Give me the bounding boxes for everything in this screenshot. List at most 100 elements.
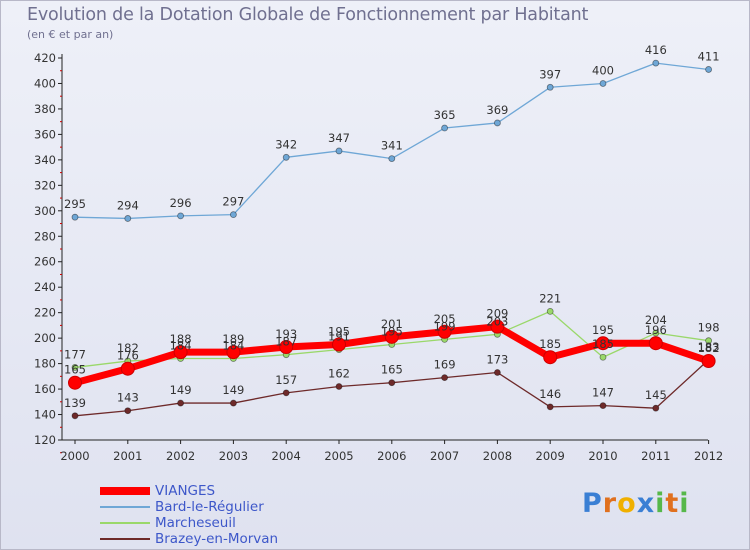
data-point	[596, 336, 610, 351]
legend-label: Bard-le-Régulier	[155, 499, 264, 515]
y-tick-label: 360	[34, 127, 56, 141]
data-point	[546, 83, 554, 91]
data-label: 347	[328, 131, 350, 145]
data-label: 176	[117, 349, 139, 363]
x-tick-label: 2000	[60, 449, 89, 463]
data-label: 195	[592, 323, 614, 337]
data-point	[388, 155, 396, 162]
data-label: 145	[645, 388, 667, 402]
data-label: 184	[170, 339, 192, 353]
data-label: 149	[170, 383, 192, 397]
data-label: 195	[381, 325, 403, 339]
data-point	[71, 213, 79, 221]
data-label: 205	[434, 312, 456, 326]
data-label: 193	[275, 327, 297, 341]
x-tick-label: 2001	[113, 449, 142, 463]
data-label: 198	[698, 321, 720, 335]
data-point	[335, 147, 343, 155]
data-label: 147	[592, 386, 614, 400]
proxiti-logo: Proxiti	[582, 488, 690, 519]
chart-subtitle: (en € et par an)	[27, 28, 114, 41]
data-label: 195	[328, 325, 350, 339]
data-label: 143	[117, 391, 139, 405]
data-point	[384, 329, 399, 344]
data-label: 296	[170, 196, 192, 210]
x-tick-label: 2012	[694, 449, 723, 463]
data-label: 294	[117, 198, 139, 212]
logo-letter: P	[582, 488, 603, 519]
data-label: 341	[381, 139, 403, 153]
data-label: 191	[328, 330, 350, 344]
y-tick-label: 240	[34, 280, 56, 294]
data-label: 146	[539, 387, 561, 401]
data-label: 187	[275, 335, 297, 349]
data-point	[68, 375, 82, 390]
data-point	[177, 212, 185, 220]
x-tick-label: 2005	[324, 449, 353, 463]
x-tick-label: 2006	[377, 449, 406, 463]
data-point	[441, 124, 449, 132]
data-label: 165	[64, 363, 86, 377]
data-label: 342	[275, 137, 297, 151]
data-label: 295	[64, 197, 86, 211]
data-label: 416	[645, 43, 667, 57]
y-tick-label: 160	[34, 382, 56, 396]
chart-title: Evolution de la Dotation Globale de Fonc…	[27, 5, 589, 25]
data-label: 400	[592, 63, 614, 77]
data-label: 185	[539, 337, 561, 351]
y-tick-label: 220	[34, 306, 56, 320]
data-point	[71, 364, 79, 371]
data-point	[652, 404, 660, 412]
y-tick-label: 300	[34, 204, 56, 218]
data-point	[124, 407, 132, 415]
data-point	[226, 345, 241, 360]
data-label: 189	[222, 332, 244, 346]
data-point	[229, 399, 237, 407]
y-tick-label: 320	[34, 178, 56, 192]
data-point	[493, 369, 501, 376]
data-label: 169	[434, 358, 456, 372]
data-label: 203	[486, 314, 508, 328]
data-point	[546, 403, 554, 411]
data-point	[701, 354, 716, 369]
data-label: 209	[486, 307, 508, 321]
logo-letter: i	[679, 488, 690, 519]
y-tick-label: 380	[34, 102, 56, 116]
data-point	[441, 374, 449, 382]
data-point	[229, 211, 237, 219]
data-point	[546, 307, 554, 315]
data-point	[599, 402, 607, 410]
y-tick-label: 420	[34, 51, 56, 65]
legend-swatch	[100, 506, 150, 508]
data-label: 165	[381, 363, 403, 377]
y-tick-label: 260	[34, 255, 56, 269]
data-label: 182	[698, 341, 720, 355]
data-label: 201	[381, 317, 403, 331]
y-tick-label: 400	[34, 76, 56, 90]
data-point	[652, 329, 660, 337]
y-tick-label: 140	[34, 408, 56, 422]
data-label: 177	[64, 347, 86, 361]
x-tick-label: 2008	[483, 449, 512, 463]
data-label: 149	[222, 383, 244, 397]
data-point	[177, 399, 185, 407]
x-tick-label: 2003	[219, 449, 248, 463]
data-label: 221	[539, 291, 561, 305]
data-point	[120, 361, 135, 376]
x-tick-label: 2011	[641, 449, 670, 463]
data-label: 173	[486, 353, 508, 367]
data-label: 365	[434, 108, 456, 122]
logo-letter: r	[602, 488, 618, 519]
data-point	[599, 80, 607, 87]
data-point	[173, 345, 188, 360]
data-point	[282, 389, 290, 397]
data-label: 199	[434, 319, 456, 333]
data-label: 185	[592, 337, 614, 351]
y-tick-label: 180	[34, 357, 56, 371]
data-point	[599, 353, 607, 361]
data-label: 196	[645, 323, 667, 337]
legend-label: Marcheseuil	[155, 515, 236, 531]
logo-letter: o	[617, 488, 637, 519]
